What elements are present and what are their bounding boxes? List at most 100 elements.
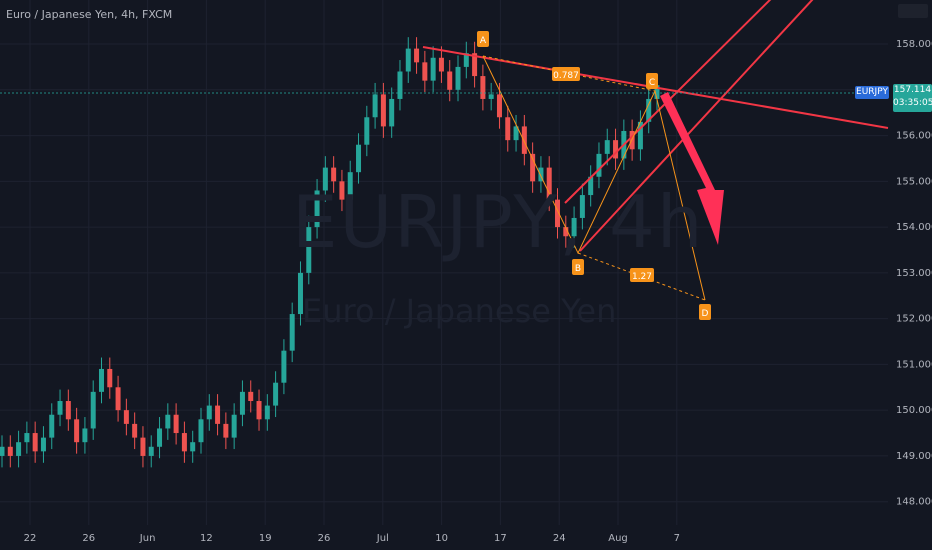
price-tick-label: 154.000 bbox=[896, 222, 932, 233]
candle-body bbox=[414, 48, 420, 63]
time-tick-label: 7 bbox=[674, 533, 680, 544]
candle-body bbox=[40, 437, 46, 452]
candle-body bbox=[157, 428, 163, 447]
pattern-ac-retrace bbox=[482, 55, 656, 92]
candle-body bbox=[339, 181, 345, 200]
point-a-badge bbox=[477, 31, 489, 47]
grid-lines bbox=[0, 0, 888, 525]
candle-body bbox=[530, 153, 536, 182]
time-tick-label: Aug bbox=[608, 533, 628, 544]
candle-body bbox=[496, 94, 502, 118]
time-tick-label: 10 bbox=[435, 533, 448, 544]
candle-body bbox=[173, 414, 179, 434]
price-tick-label: 158.000 bbox=[896, 39, 932, 50]
candle-body bbox=[613, 140, 619, 159]
candle-body bbox=[521, 126, 527, 154]
candle-body bbox=[74, 419, 80, 443]
drawing-tools[interactable] bbox=[0, 0, 889, 301]
pattern-labels[interactable]: A B C D 0.787 1.27 bbox=[477, 31, 711, 320]
candle-body bbox=[16, 442, 22, 456]
candle-body bbox=[472, 53, 478, 77]
candle-body bbox=[430, 57, 436, 81]
point-a-label: A bbox=[480, 36, 487, 46]
candle-body bbox=[347, 172, 353, 200]
candle-body bbox=[447, 71, 453, 90]
candle-body bbox=[98, 368, 104, 392]
candle-body bbox=[397, 71, 403, 99]
countdown-timer: 03:35:05 bbox=[893, 98, 932, 108]
candle-body bbox=[65, 401, 71, 420]
candle-body bbox=[314, 190, 320, 228]
time-tick-label: 26 bbox=[82, 533, 95, 544]
candle-body bbox=[231, 414, 237, 438]
candle-body bbox=[596, 153, 602, 177]
candle-body bbox=[463, 53, 469, 67]
channel-lower-line bbox=[579, 0, 814, 252]
candle-body bbox=[273, 382, 279, 406]
time-tick-label: 26 bbox=[318, 533, 331, 544]
candle-body bbox=[256, 401, 262, 420]
candle-body bbox=[604, 140, 610, 154]
candle-body bbox=[24, 433, 30, 443]
candle-body bbox=[505, 117, 511, 141]
candle-body bbox=[480, 76, 486, 99]
candle-body bbox=[422, 62, 428, 81]
ratio-0787-badge bbox=[552, 67, 580, 81]
time-tick-label: 12 bbox=[200, 533, 213, 544]
candle-body bbox=[380, 94, 386, 127]
candle-body bbox=[49, 414, 55, 438]
candle-body bbox=[140, 437, 146, 456]
channel-upper-line bbox=[564, 0, 772, 204]
candle-body bbox=[115, 387, 121, 411]
price-tick-label: 156.000 bbox=[896, 131, 932, 142]
candle-body bbox=[82, 428, 88, 443]
candle-body bbox=[239, 391, 245, 415]
candle-body bbox=[364, 117, 370, 145]
candle-body bbox=[513, 126, 519, 141]
candle-body bbox=[198, 419, 204, 443]
candle-body bbox=[563, 227, 569, 237]
harmonic-pattern-abcd bbox=[482, 55, 706, 301]
candle-body bbox=[455, 66, 461, 90]
candle-body bbox=[372, 94, 378, 118]
axis-settings-corner[interactable] bbox=[898, 4, 928, 18]
candle-body bbox=[389, 98, 395, 127]
candle-body bbox=[588, 176, 594, 196]
point-b-label: B bbox=[575, 264, 581, 274]
price-tick-label: 151.000 bbox=[896, 359, 932, 370]
candle-body bbox=[181, 433, 187, 452]
price-tick-label: 152.000 bbox=[896, 314, 932, 325]
candle-body bbox=[654, 85, 660, 99]
point-c-label: C bbox=[649, 78, 655, 88]
candle-body bbox=[306, 227, 312, 273]
candle-body bbox=[7, 446, 13, 456]
candle-body bbox=[322, 167, 328, 191]
point-c-badge bbox=[646, 73, 658, 89]
candle-body bbox=[123, 410, 129, 424]
candle-body bbox=[32, 433, 38, 452]
candle-body bbox=[264, 405, 270, 420]
candle-body bbox=[0, 446, 5, 456]
candle-body bbox=[646, 98, 652, 122]
candle-body bbox=[538, 167, 544, 182]
symbol-tag: EURJPY bbox=[855, 86, 889, 99]
time-tick-label: Jun bbox=[139, 533, 156, 544]
price-value: 157.114 bbox=[893, 85, 932, 95]
price-tick-label: 148.000 bbox=[896, 497, 932, 508]
time-axis[interactable]: 22 26 Jun 12 19 26 Jul 10 17 24 Aug 7 bbox=[24, 533, 680, 544]
candle-body bbox=[223, 423, 229, 438]
candle-body bbox=[248, 391, 254, 402]
name-watermark: Euro / Japanese Yen bbox=[302, 292, 617, 330]
time-tick-label: Jul bbox=[376, 533, 389, 544]
ratio-127-label: 1.27 bbox=[632, 272, 652, 282]
symbol-watermark: EURJPY, 4h bbox=[292, 180, 705, 264]
candle-body bbox=[546, 167, 552, 200]
candle-body bbox=[356, 144, 362, 173]
candle-body bbox=[132, 423, 138, 438]
time-tick-label: 24 bbox=[553, 533, 566, 544]
candle-body bbox=[57, 401, 63, 415]
point-b-badge bbox=[572, 259, 584, 275]
time-tick-label: 17 bbox=[494, 533, 507, 544]
point-d-label: D bbox=[702, 309, 709, 319]
